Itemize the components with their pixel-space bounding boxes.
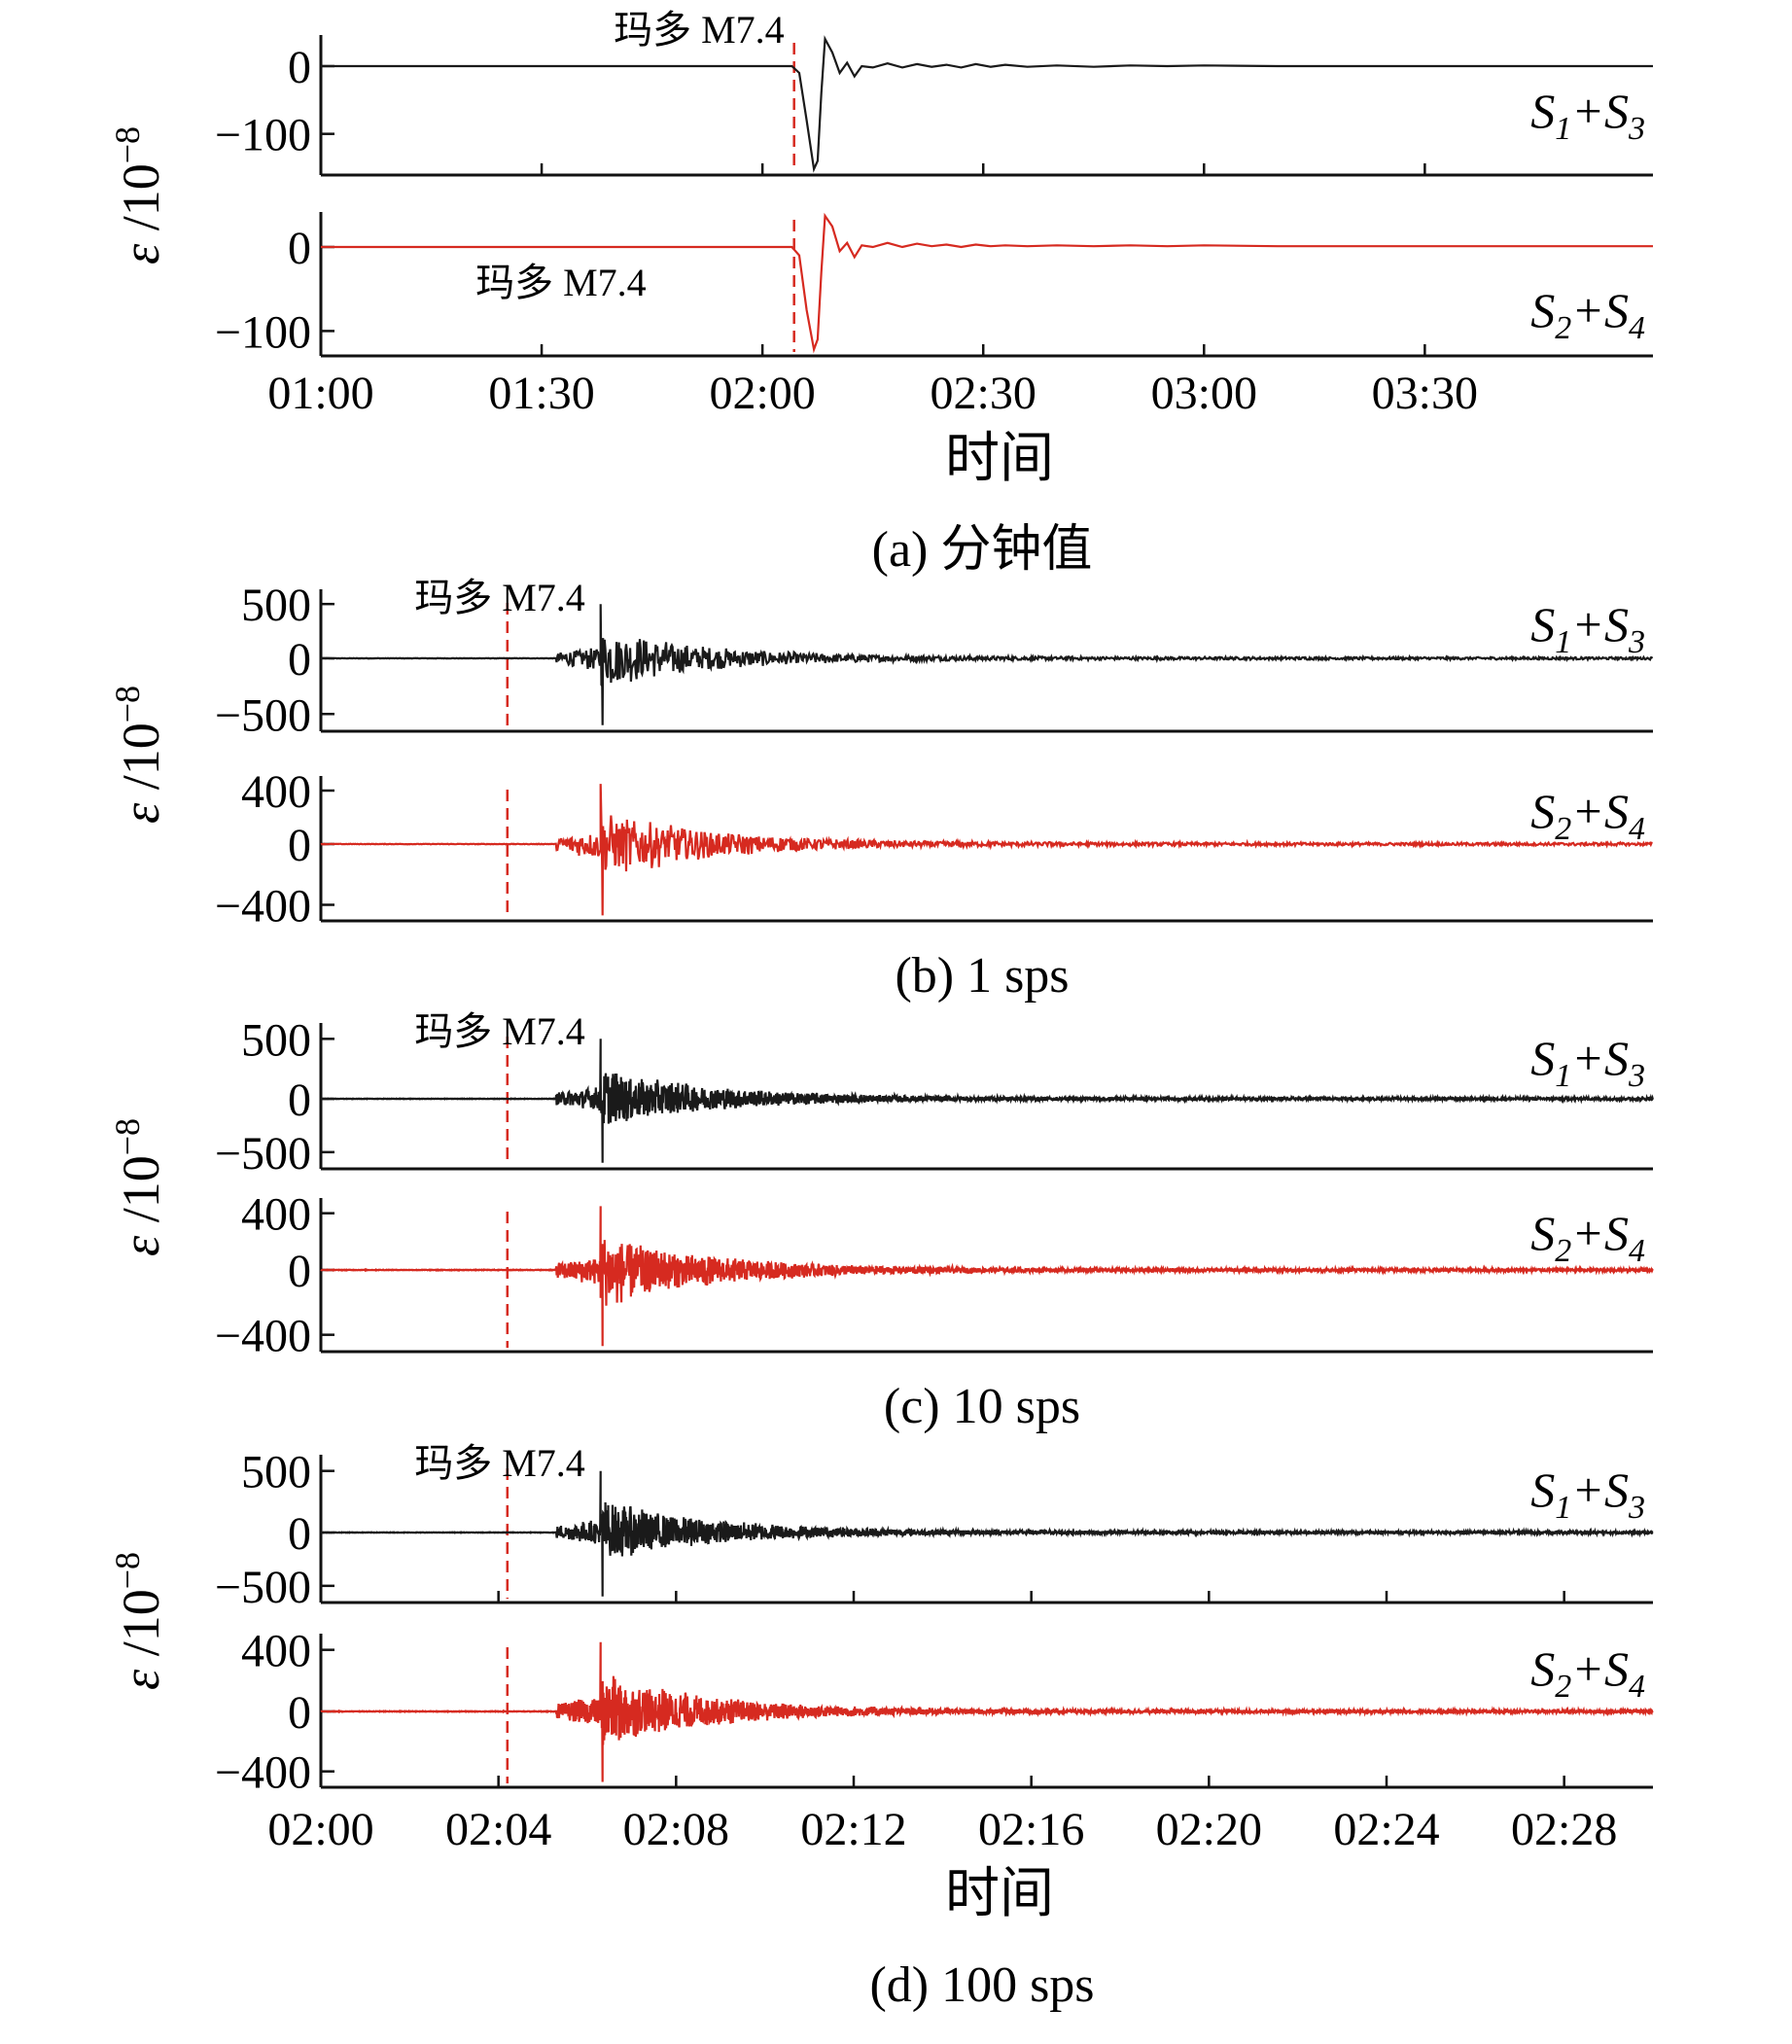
series-line-S2+S4 xyxy=(321,1642,1653,1782)
y-tick-label: 400 xyxy=(241,1189,311,1241)
chart-4: 5000−500S1+S3玛多 M7.44000−400S2+S402:00 02… xyxy=(108,1441,1653,2013)
y-tick-label: 0 xyxy=(288,42,311,93)
x-tick-label: 03:30 xyxy=(1372,368,1478,419)
y-tick-label: −500 xyxy=(215,1562,311,1613)
chart-2: 5000−500S1+S3玛多 M7.44000−400S2+S4ε /10−8… xyxy=(108,576,1653,1004)
series-legend: S2+S4 xyxy=(1530,283,1645,346)
figure-caption: (a) 分钟值 xyxy=(872,522,1093,578)
series-legend: S1+S3 xyxy=(1530,84,1645,147)
event-label: 玛多 M7.4 xyxy=(614,8,785,52)
y-tick-label: 500 xyxy=(241,1447,311,1498)
y-tick-label: 0 xyxy=(288,634,311,686)
y-tick-label: 500 xyxy=(241,1014,311,1066)
series-line-S1+S3 xyxy=(321,39,1653,169)
y-axis-label: ε /10−8 xyxy=(108,1552,170,1690)
x-tick-label: 01:00 xyxy=(267,368,373,419)
x-tick-label: 02:24 xyxy=(1333,1804,1439,1855)
x-tick-label: 02:08 xyxy=(623,1804,729,1855)
series-legend: S1+S3 xyxy=(1530,1031,1645,1094)
x-axis-label: 时间 xyxy=(945,1864,1054,1924)
x-tick-label: 02:28 xyxy=(1511,1804,1617,1855)
figure: 0 −100 S1+S3 玛多 M7.4 0 −100 S2+S4 玛多 M7.4 01:00 0… xyxy=(0,0,1792,2044)
x-tick-label: 01:30 xyxy=(488,368,594,419)
y-tick-label: 0 xyxy=(288,820,311,871)
event-label: 玛多 M7.4 xyxy=(414,1009,585,1053)
y-tick-label: −100 xyxy=(215,110,311,161)
y-axis-label: ε /10−8 xyxy=(108,1118,170,1256)
x-tick-label: 02:04 xyxy=(445,1804,551,1855)
series-legend: S1+S3 xyxy=(1530,1463,1645,1526)
y-tick-label: −100 xyxy=(215,306,311,358)
x-tick-label: 02:20 xyxy=(1156,1804,1262,1855)
x-axis-label: 时间 xyxy=(945,429,1054,489)
y-tick-label: −400 xyxy=(215,1747,311,1799)
y-axis-label: ε /10−8 xyxy=(108,126,170,264)
event-label: 玛多 M7.4 xyxy=(475,261,647,304)
y-tick-label: 400 xyxy=(241,1626,311,1677)
y-axis-label: ε /10−8 xyxy=(108,686,170,824)
y-tick-label: 0 xyxy=(288,1687,311,1739)
y-tick-label: 0 xyxy=(288,1508,311,1560)
y-tick-label: 0 xyxy=(288,223,311,274)
x-tick-label: 02:00 xyxy=(709,368,815,419)
x-tick-label: 02:12 xyxy=(800,1804,906,1855)
series-legend: S1+S3 xyxy=(1530,597,1645,660)
y-tick-label: 500 xyxy=(241,580,311,631)
figure-caption: (b) 1 sps xyxy=(895,948,1069,1004)
series-line-S2+S4 xyxy=(321,1206,1653,1346)
chart-3: 5000−500S1+S3玛多 M7.44000−400S2+S4ε /10−8… xyxy=(108,1009,1653,1434)
x-tick-label: 02:00 xyxy=(267,1804,373,1855)
figure-caption: (d) 100 sps xyxy=(869,1957,1094,2013)
panel-1: 500 0−500 S1+S3 玛多 M7.4 xyxy=(215,1441,1653,1613)
panel-2: 0 −100 S2+S4 玛多 M7.4 xyxy=(215,212,1653,358)
panel-2: 400 0 −400 S2+S4 xyxy=(215,1626,1653,1799)
y-tick-label: −400 xyxy=(215,881,311,933)
event-label: 玛多 M7.4 xyxy=(414,576,585,619)
series-legend: S2+S4 xyxy=(1530,784,1645,847)
y-tick-label: −400 xyxy=(215,1311,311,1362)
series-legend: S2+S4 xyxy=(1530,1641,1645,1705)
series-line-S1+S3 xyxy=(321,1471,1653,1597)
event-label: 玛多 M7.4 xyxy=(414,1441,585,1485)
series-line-S1+S3 xyxy=(321,604,1653,725)
y-tick-label: −500 xyxy=(215,689,311,741)
y-tick-label: −500 xyxy=(215,1128,311,1180)
x-tick-label: 02:16 xyxy=(978,1804,1084,1855)
y-tick-label: 0 xyxy=(288,1075,311,1126)
chart-1: 0 −100 S1+S3 玛多 M7.4 0 −100 S2+S4 玛多 M7.4 01:00 0… xyxy=(108,8,1653,578)
panel-1: 500 0−500 S1+S3 玛多 M7.4 xyxy=(215,1009,1653,1180)
panel-2: 4000 −400 S2+S4 xyxy=(215,766,1653,933)
panel-2: 4000 −400 S2+S4 xyxy=(215,1189,1653,1362)
y-tick-label: 400 xyxy=(241,766,311,818)
x-tick-label: 02:30 xyxy=(931,368,1037,419)
series-line-S2+S4 xyxy=(321,784,1653,915)
x-tick-label: 03:00 xyxy=(1151,368,1257,419)
series-legend: S2+S4 xyxy=(1530,1206,1645,1269)
panel-1: 0 −100 S1+S3 玛多 M7.4 xyxy=(215,8,1653,175)
figure-caption: (c) 10 sps xyxy=(884,1379,1080,1434)
panel-1: 5000−500 S1+S3 玛多 M7.4 xyxy=(215,576,1653,741)
series-line-S1+S3 xyxy=(321,1039,1653,1163)
y-tick-label: 0 xyxy=(288,1246,311,1297)
